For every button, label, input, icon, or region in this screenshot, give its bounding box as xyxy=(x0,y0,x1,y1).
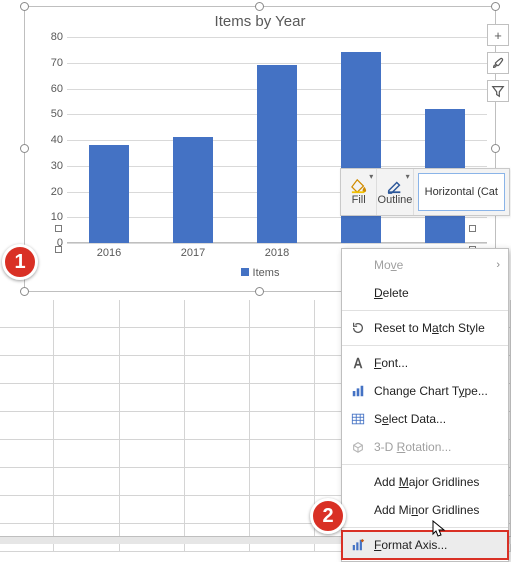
menu-separator xyxy=(342,464,508,465)
brush-icon xyxy=(491,56,505,70)
selectdata-icon xyxy=(348,412,368,426)
x-tick-label[interactable]: 2016 xyxy=(97,247,121,259)
chart-title[interactable]: Items by Year xyxy=(25,7,495,34)
chevron-right-icon: › xyxy=(496,259,500,271)
y-tick-label: 0 xyxy=(37,237,63,249)
formataxis-icon xyxy=(348,538,368,552)
y-tick-label: 40 xyxy=(37,134,63,146)
menu-item-label: Delete xyxy=(374,286,409,300)
fill-button[interactable]: ▾ Fill xyxy=(341,169,377,215)
selection-handle[interactable] xyxy=(20,144,29,153)
chart-filters-button[interactable] xyxy=(487,80,509,102)
x-tick-label[interactable]: 2017 xyxy=(181,247,205,259)
selection-handle[interactable] xyxy=(20,287,29,296)
menu-separator xyxy=(342,527,508,528)
menu-item-label: Font... xyxy=(374,356,408,370)
menu-item-label: Select Data... xyxy=(374,412,446,426)
menu-item-major[interactable]: Add Major Gridlines xyxy=(342,468,508,496)
menu-separator xyxy=(342,310,508,311)
y-tick-label: 80 xyxy=(37,31,63,43)
menu-item-minor[interactable]: Add Minor Gridlines xyxy=(342,496,508,524)
charttype-icon xyxy=(348,384,368,398)
legend-swatch xyxy=(241,268,249,276)
legend-label: Items xyxy=(253,267,280,279)
y-tick-label: 20 xyxy=(37,186,63,198)
selection-name-box[interactable]: Horizontal (Cat xyxy=(414,169,509,215)
callout-badge-2: 2 xyxy=(310,498,346,534)
gridline xyxy=(67,37,487,38)
menu-item-font[interactable]: Font... xyxy=(342,349,508,377)
menu-item-label: Add Minor Gridlines xyxy=(374,503,479,517)
menu-item-label: Reset to Match Style xyxy=(374,321,485,335)
bar[interactable] xyxy=(173,137,213,243)
bar[interactable] xyxy=(89,145,129,243)
outline-label: Outline xyxy=(378,194,413,206)
y-tick-label: 30 xyxy=(37,160,63,172)
plus-icon: + xyxy=(494,28,502,43)
selection-handle[interactable] xyxy=(491,144,500,153)
menu-item-reset[interactable]: Reset to Match Style xyxy=(342,314,508,342)
y-tick-label: 70 xyxy=(37,57,63,69)
gridline xyxy=(67,63,487,64)
selection-name-text: Horizontal (Cat xyxy=(418,173,505,211)
rotate-icon xyxy=(348,440,368,454)
y-tick-label: 50 xyxy=(37,108,63,120)
menu-item-label: Format Axis... xyxy=(374,538,447,552)
x-tick-label[interactable]: 2018 xyxy=(265,247,289,259)
menu-item-delete[interactable]: Delete xyxy=(342,279,508,307)
menu-item-rotation: 3-D Rotation... xyxy=(342,433,508,461)
filter-icon xyxy=(491,84,505,98)
outline-button[interactable]: ▾ Outline xyxy=(377,169,413,215)
outline-pen-icon xyxy=(386,178,404,194)
dropdown-caret-icon: ▾ xyxy=(406,172,410,181)
menu-item-label: Change Chart Type... xyxy=(374,384,488,398)
selection-handle[interactable] xyxy=(491,2,500,11)
y-tick-label: 10 xyxy=(37,211,63,223)
dropdown-caret-icon: ▾ xyxy=(369,172,373,181)
menu-item-label: Add Major Gridlines xyxy=(374,475,479,489)
chart-elements-button[interactable]: + xyxy=(487,24,509,46)
chart-styles-button[interactable] xyxy=(487,52,509,74)
cursor-icon xyxy=(432,520,446,538)
reset-icon xyxy=(348,321,368,335)
menu-separator xyxy=(342,345,508,346)
chart-side-buttons: + xyxy=(487,24,509,108)
mini-toolbar: ▾ Fill ▾ Outline Horizontal (Cat xyxy=(340,168,510,216)
fill-label: Fill xyxy=(352,194,366,206)
selection-handle[interactable] xyxy=(255,2,264,11)
menu-item-formataxis[interactable]: Format Axis... xyxy=(342,531,508,559)
bar[interactable] xyxy=(257,65,297,243)
context-menu: Move › Delete Reset to Match Style Font... Ch… xyxy=(341,248,509,562)
menu-item-changetype[interactable]: Change Chart Type... xyxy=(342,377,508,405)
gridline xyxy=(67,243,487,244)
selection-handle[interactable] xyxy=(255,287,264,296)
fill-bucket-icon xyxy=(350,178,368,194)
menu-item-selectdata[interactable]: Select Data... xyxy=(342,405,508,433)
callout-badge-1: 1 xyxy=(2,244,38,280)
font-icon xyxy=(348,356,368,370)
menu-item-label: Move xyxy=(374,258,403,272)
y-tick-label: 60 xyxy=(37,83,63,95)
menu-item-label: 3-D Rotation... xyxy=(374,440,451,454)
menu-item-move: Move › xyxy=(342,251,508,279)
selection-handle[interactable] xyxy=(20,2,29,11)
